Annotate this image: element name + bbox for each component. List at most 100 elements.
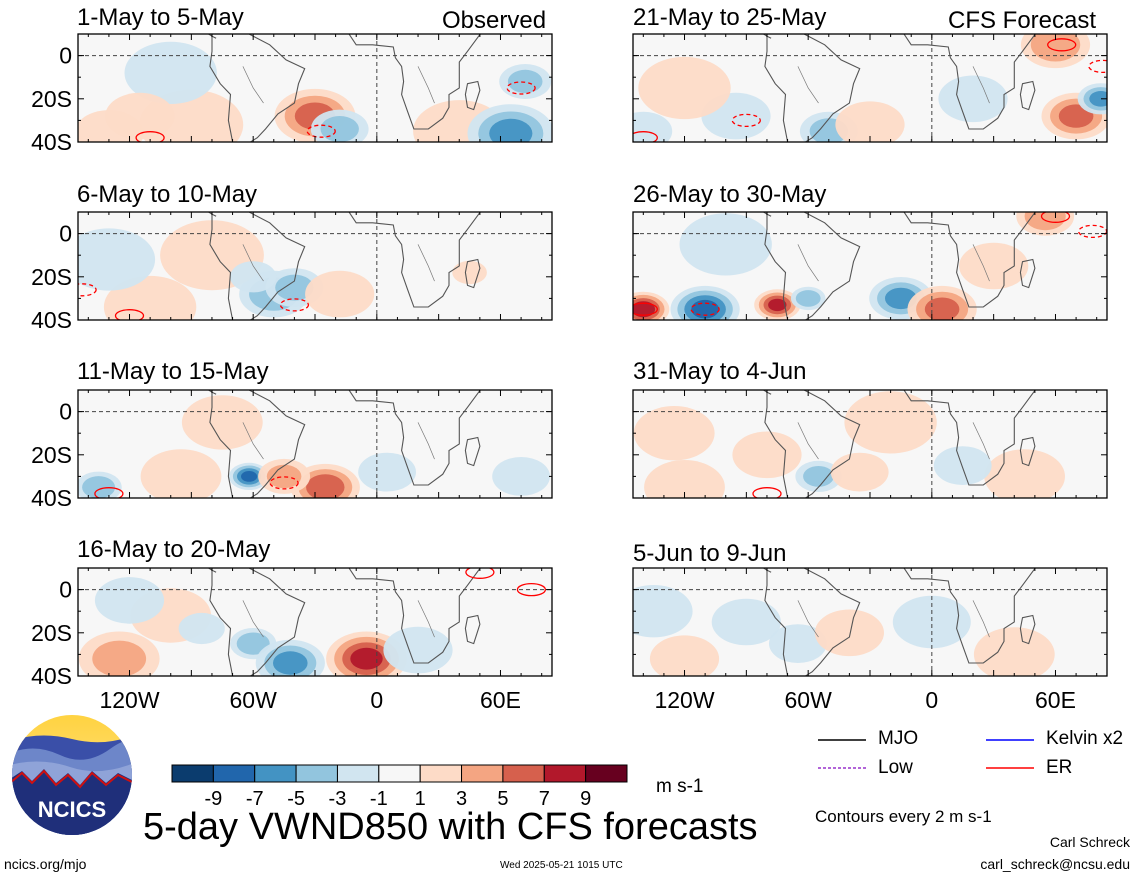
coastlines-4 [207, 568, 481, 676]
panel-7 [632, 389, 1108, 499]
border-lines [797, 244, 819, 282]
madagascar-outline [1019, 436, 1036, 467]
anomaly-cell-7-1 [732, 431, 802, 479]
anomaly-cell-3-5 [140, 449, 222, 498]
er-contour-6-2 [690, 302, 720, 316]
central-america-outline [207, 212, 217, 217]
tick-marks [78, 33, 552, 143]
panel-title-6: 26-May to 30-May [633, 181, 827, 208]
colorbar-tick-8: 5 [497, 788, 508, 807]
border-lines [972, 244, 990, 282]
coastlines-1 [207, 34, 481, 142]
tick-marks [633, 567, 1107, 677]
legend-mjo-label: MJO [878, 728, 919, 749]
border-lines [797, 422, 819, 460]
coastlines-3 [207, 390, 481, 498]
colorbar-tick-2: -7 [246, 788, 264, 807]
er-contour-1-2 [306, 124, 336, 138]
er-contour-7-1 [752, 487, 782, 498]
border-lines [972, 422, 990, 460]
anomaly-cell-7-3 [803, 466, 834, 487]
central-america-outline [207, 34, 217, 39]
ytick-label-1-1: 0 [59, 43, 72, 69]
anomaly-cell-4-1 [350, 647, 383, 670]
anomaly-cell-2-8 [230, 261, 277, 293]
er-contour-2-1 [114, 309, 145, 320]
colorbar-segment-1 [171, 764, 214, 783]
er-contour-5-2 [731, 113, 761, 128]
anomaly-cell-3-2 [306, 474, 345, 498]
colorbar-segment-4 [295, 764, 338, 783]
anomaly-cell-1-5 [489, 118, 533, 142]
anomaly-cell-5-1 [1058, 104, 1094, 128]
legend-er-label: ER [1046, 757, 1073, 778]
anomaly-cell-4-4 [92, 640, 147, 676]
ytick-label-4-1: 0 [59, 577, 72, 603]
site-link[interactable]: ncics.org/mjo [4, 856, 87, 872]
madagascar-outline [464, 614, 481, 645]
anomaly-cell-1-9 [105, 92, 175, 140]
south-america-outline [764, 568, 861, 676]
central-america-outline [762, 34, 772, 39]
south-america-outline [764, 34, 861, 142]
colorbar-tick-5: -1 [370, 788, 388, 807]
border-lines [242, 244, 264, 282]
panel-5 [632, 33, 1108, 143]
xtick-label-4-4: 60E [480, 687, 521, 713]
er-contour-4-2 [516, 582, 547, 597]
anomaly-cell-7-8 [933, 446, 992, 485]
ncics-logo: NCICS [12, 715, 132, 835]
border-lines [242, 600, 264, 638]
central-america-outline [762, 390, 772, 395]
anomaly-cell-3-1 [241, 471, 258, 482]
anomaly-cell-6-7 [1024, 212, 1066, 231]
panel-title-2: 6-May to 10-May [77, 181, 258, 208]
anomaly-cell-5-6 [638, 56, 731, 120]
email-link[interactable]: carl_schreck@ncsu.edu [980, 856, 1130, 872]
anomaly-cell-4-8 [94, 577, 165, 624]
er-contour-4-1 [465, 568, 495, 579]
central-america-outline [207, 390, 217, 395]
er-contour-2-3 [78, 283, 97, 297]
ytick-label-3-3: 40S [31, 485, 72, 511]
ytick-label-1-2: 20S [31, 86, 72, 112]
tick-marks [78, 567, 552, 677]
madagascar-outline [464, 436, 481, 467]
ytick-label-2-2: 20S [31, 264, 72, 290]
border-lines [797, 600, 819, 638]
er-contour-2-2 [279, 298, 310, 312]
colorbar-segment-3 [254, 764, 297, 783]
anomaly-cell-3-3 [266, 464, 302, 489]
xtick-label-8-3: 0 [925, 687, 938, 713]
central-america-outline [762, 568, 772, 573]
africa-outline [903, 568, 1036, 664]
south-america-outline [764, 390, 861, 498]
colorbar-segment-6 [378, 764, 421, 783]
er-contour-3-2 [269, 476, 299, 490]
south-america-outline [209, 568, 306, 676]
er-contour-3-1 [94, 487, 124, 498]
colorbar: -9 -7 -5 -3 -1 1 3 5 7 9 [171, 764, 628, 807]
anomaly-cell-1-3 [320, 116, 359, 142]
coastlines-5 [762, 34, 1036, 142]
panel-2: 0 20S 40S [31, 211, 553, 333]
anomaly-cell-1-8 [124, 41, 217, 104]
colorbar-tick-3: -5 [287, 788, 305, 807]
tick-marks [78, 211, 552, 321]
anomaly-cell-8-4 [814, 609, 884, 657]
south-america-outline [764, 212, 861, 320]
er-contour-6-3 [1040, 212, 1071, 223]
south-america-outline [209, 390, 306, 498]
panel-title-1: 1-May to 5-May [77, 4, 244, 31]
er-contour-5-1 [1047, 38, 1077, 52]
colorbar-segment-11 [585, 764, 628, 783]
anomaly-cell-6-8 [679, 213, 772, 276]
coastlines-7 [762, 390, 1036, 498]
coastlines-8 [762, 568, 1036, 676]
panel-8: 120W 60W 0 60E [632, 567, 1108, 713]
colorbar-segment-9 [502, 764, 545, 783]
panel-title-7: 31-May to 4-Jun [633, 358, 807, 385]
anomaly-cell-2-5 [452, 260, 487, 285]
panel-title-4: 16-May to 20-May [77, 536, 271, 563]
